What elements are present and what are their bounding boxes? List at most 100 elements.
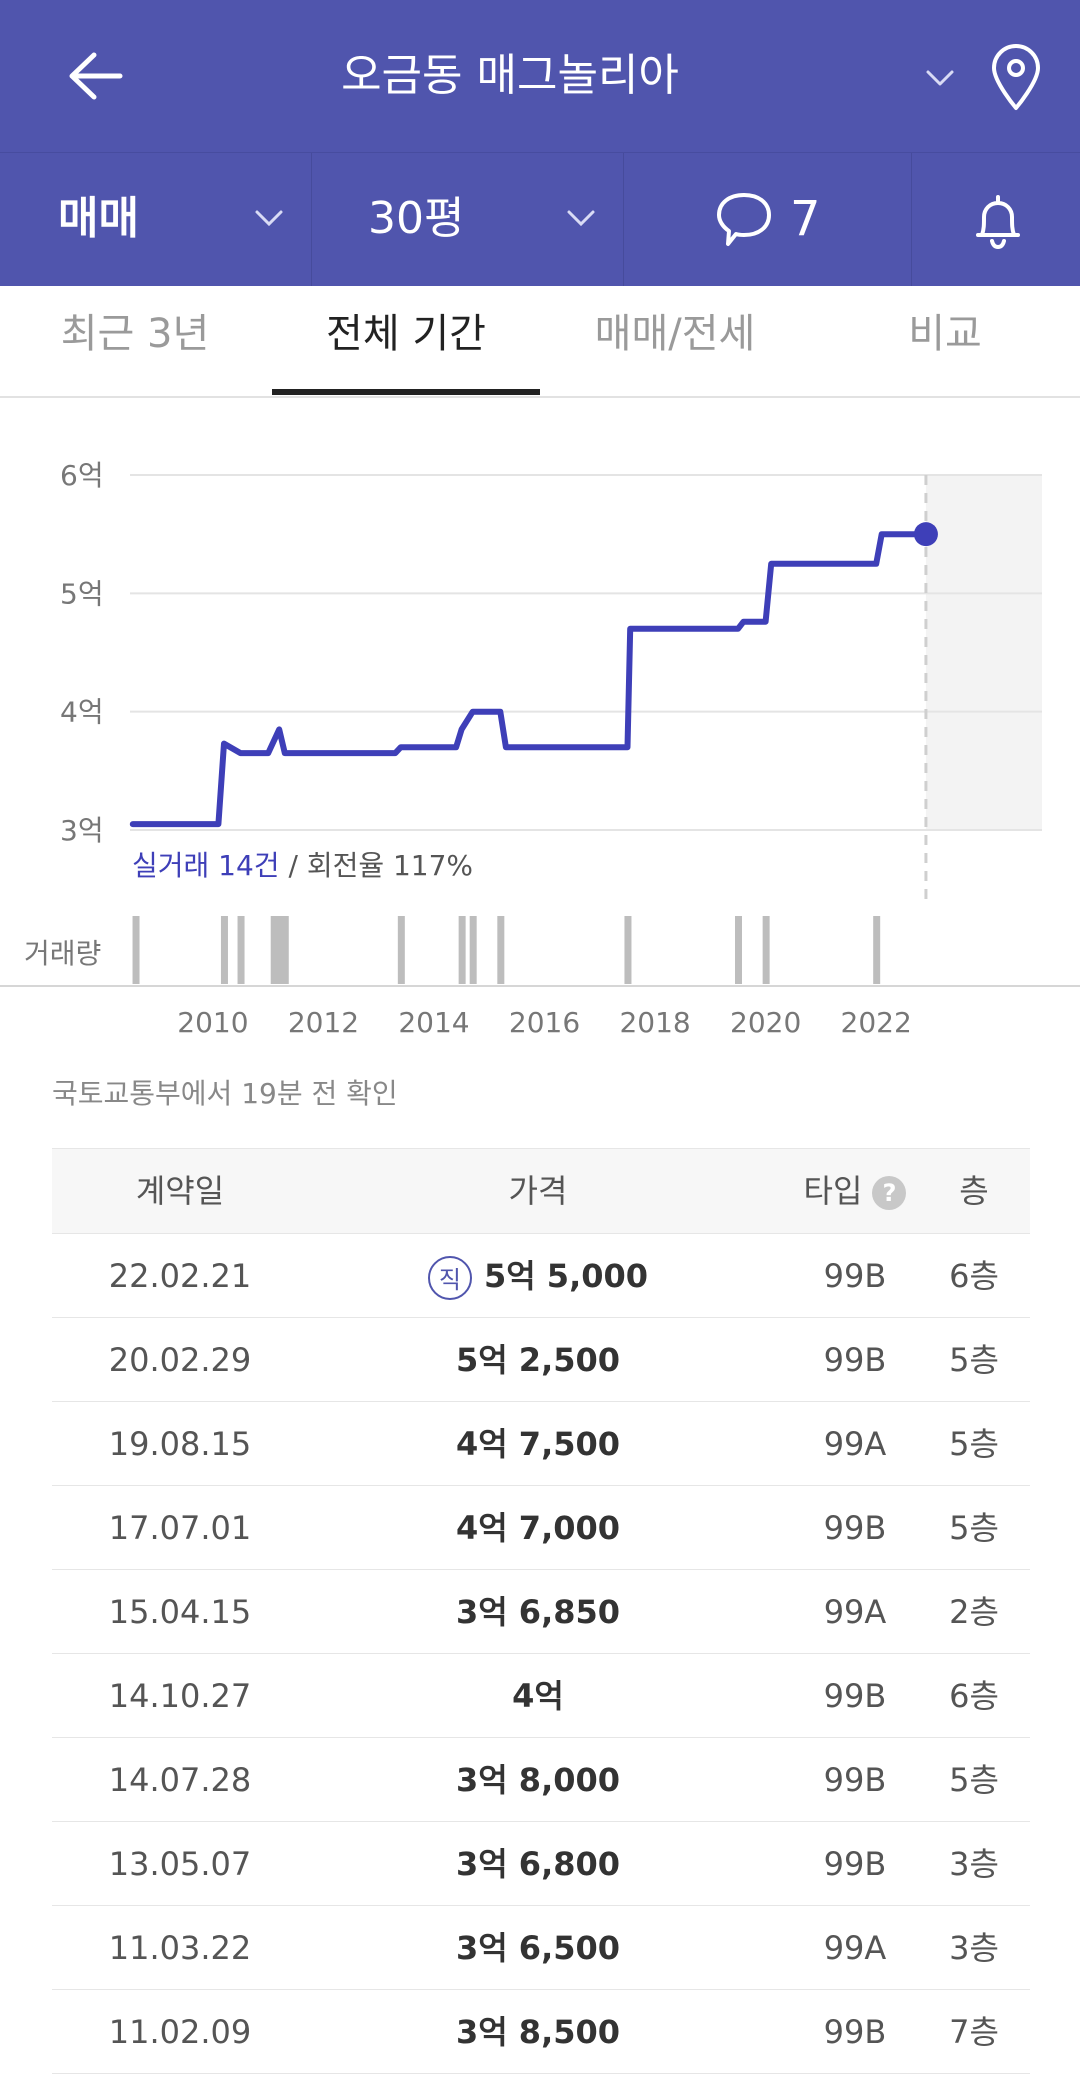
table-row[interactable]: 11.03.22 3억 6,500 99A 3층 — [52, 1906, 1030, 1990]
table-row[interactable]: 15.04.15 3억 6,850 99A 2층 — [52, 1570, 1030, 1654]
back-arrow-icon[interactable] — [60, 40, 132, 112]
chevron-down-icon — [567, 210, 595, 227]
contract-date: 17.07.01 — [108, 1509, 252, 1547]
table-row[interactable]: 11.02.09 3억 8,500 99B 7층 — [52, 1990, 1030, 2074]
unit-type: 99B — [823, 1845, 887, 1883]
header-price: 가격 — [508, 1172, 568, 1210]
deal-type-label: 매매 — [58, 193, 139, 244]
unit-type: 99B — [823, 1257, 887, 1295]
tab-all-period[interactable]: 전체 기간 — [326, 311, 486, 357]
contract-date: 19.08.15 — [108, 1425, 252, 1463]
tab-compare[interactable]: 비교 — [908, 311, 982, 357]
x-tick-label: 2018 — [619, 1006, 690, 1039]
price-value: 5억 5,000 — [483, 1257, 649, 1295]
price-value: 3억 6,850 — [455, 1593, 621, 1631]
volume-bar — [220, 916, 228, 984]
floor: 5층 — [949, 1761, 999, 1799]
price-chart-svg: 6억 5억 4억 3억 2010 2012 2014 2016 2018 2020 2022 — [0, 459, 1080, 1039]
y-tick-label: 5억 — [60, 577, 104, 610]
x-tick-label: 2012 — [288, 1006, 359, 1039]
floor: 5층 — [949, 1425, 999, 1463]
x-tick-label: 2016 — [509, 1006, 580, 1039]
notification-button[interactable] — [912, 153, 1080, 287]
price: 3억 8,500 — [308, 1990, 768, 2074]
price-chart[interactable]: 6억 5억 4억 3억 2010 2012 2014 2016 2018 2020 2022 실거래… — [0, 400, 1080, 1060]
chevron-down-icon[interactable] — [920, 60, 960, 96]
volume-bar — [270, 916, 278, 984]
volume-bar — [237, 916, 245, 984]
floor: 6층 — [949, 1677, 999, 1715]
floor: 6층 — [949, 1257, 999, 1295]
volume-bar — [497, 916, 505, 984]
volume-bar — [469, 916, 477, 984]
table-row[interactable]: 20.02.29 5억 2,500 99B 5층 — [52, 1318, 1030, 1402]
page-title[interactable]: 오금동 매그놀리아 — [341, 50, 679, 101]
period-tabs: 최근 3년 전체 기간 매매/전세 비교 — [0, 286, 1080, 398]
unit-type: 99B — [823, 1761, 887, 1799]
unit-type: 99A — [823, 1425, 887, 1463]
x-tick-label: 2020 — [730, 1006, 801, 1039]
floor: 3층 — [949, 1929, 999, 1967]
volume-bar — [873, 916, 881, 984]
top-app-bar: 오금동 매그놀리아 — [0, 0, 1080, 152]
header-type-label: 타입 — [803, 1172, 863, 1210]
comments-button[interactable]: 7 — [624, 153, 912, 287]
header-date: 계약일 — [135, 1172, 225, 1210]
filter-bar: 매매 30평 7 — [0, 152, 1080, 287]
header-type: 타입? — [768, 1149, 942, 1233]
price-value: 4억 7,000 — [455, 1509, 621, 1547]
price: 3억 6,500 — [308, 1906, 768, 1990]
x-tick-label: 2010 — [177, 1006, 248, 1039]
volume-bar — [762, 916, 770, 984]
bell-icon — [976, 195, 1020, 249]
price: 3억 6,850 — [308, 1570, 768, 1654]
help-icon[interactable]: ? — [872, 1176, 907, 1210]
table-row[interactable]: 19.08.15 4억 7,500 99A 5층 — [52, 1402, 1030, 1486]
last-price-dot — [913, 522, 938, 547]
price-value: 3억 6,800 — [455, 1845, 621, 1883]
contract-date: 22.02.21 — [108, 1257, 252, 1295]
price-line — [129, 531, 929, 828]
speech-bubble-icon — [717, 193, 771, 246]
table-row[interactable]: 22.02.21 직 5억 5,000 99B 6층 — [52, 1234, 1030, 1318]
price-value: 5억 2,500 — [455, 1341, 621, 1379]
volume-bar — [276, 916, 284, 984]
y-tick-label: 3억 — [60, 814, 104, 847]
transactions-table: 계약일 가격 타입? 층 22.02.21 직 5억 5,000 99B 6층 20.02… — [52, 1148, 1030, 2074]
chevron-down-icon — [255, 210, 283, 227]
size-dropdown[interactable]: 30평 — [312, 153, 624, 287]
contract-date: 14.10.27 — [108, 1677, 252, 1715]
volume-bar — [458, 916, 466, 984]
volume-bar — [624, 916, 632, 984]
size-label: 30평 — [368, 193, 465, 244]
price: 3억 8,000 — [308, 1738, 768, 1822]
map-pin-icon[interactable] — [988, 42, 1044, 114]
volume-bar — [132, 916, 140, 984]
y-tick-label: 4억 — [60, 696, 104, 729]
table-row[interactable]: 14.10.27 4억 99B 6층 — [52, 1654, 1030, 1738]
price: 4억 7,000 — [308, 1486, 768, 1570]
deal-type-dropdown[interactable]: 매매 — [0, 153, 312, 287]
table-row[interactable]: 14.07.28 3억 8,000 99B 5층 — [52, 1738, 1030, 1822]
table-header: 계약일 가격 타입? 층 — [52, 1148, 1030, 1234]
contract-date: 14.07.28 — [108, 1761, 252, 1799]
contract-date: 13.05.07 — [108, 1845, 252, 1883]
price: 4억 — [308, 1654, 768, 1738]
tab-recent-3-years[interactable]: 최근 3년 — [60, 311, 210, 357]
floor: 5층 — [949, 1509, 999, 1547]
contract-date: 11.02.09 — [108, 2013, 252, 2051]
comment-count: 7 — [790, 191, 821, 247]
volume-label: 거래량 — [24, 937, 102, 970]
contract-date: 20.02.29 — [108, 1341, 252, 1379]
tab-sale-jeonse[interactable]: 매매/전세 — [594, 311, 756, 357]
table-row[interactable]: 13.05.07 3억 6,800 99B 3층 — [52, 1822, 1030, 1906]
unit-type: 99B — [823, 1341, 887, 1379]
price: 5억 2,500 — [308, 1318, 768, 1402]
y-tick-label: 6억 — [60, 459, 104, 492]
direct-deal-badge: 직 — [427, 1256, 472, 1300]
header-floor: 층 — [959, 1172, 989, 1210]
contract-date: 11.03.22 — [108, 1929, 252, 1967]
unit-type: 99A — [823, 1929, 887, 1967]
table-row[interactable]: 17.07.01 4억 7,000 99B 5층 — [52, 1486, 1030, 1570]
data-source-note: 국토교통부에서 19분 전 확인 — [52, 1077, 398, 1110]
